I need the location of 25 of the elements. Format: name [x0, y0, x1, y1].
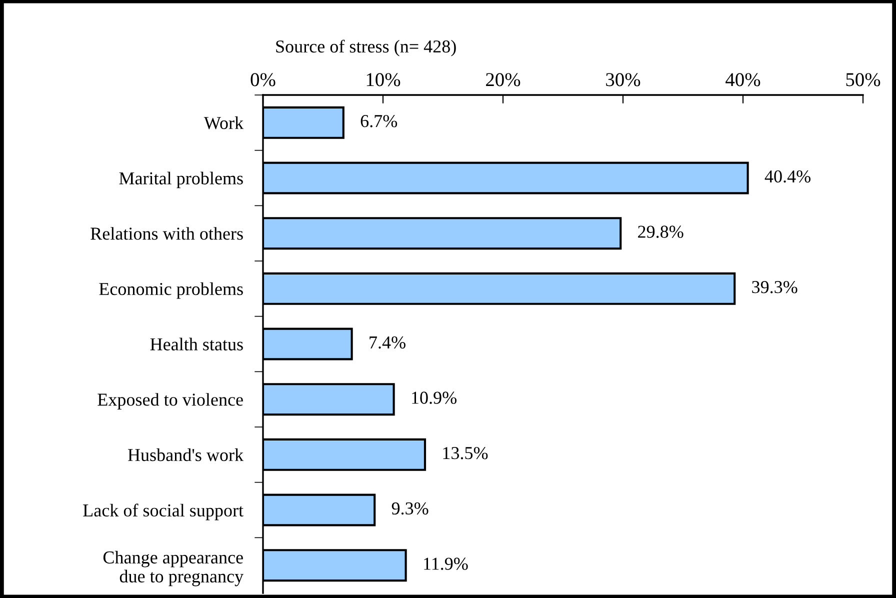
y-tick-label: Change appearance due to pregnancy [103, 550, 244, 586]
data-label: 39.3% [752, 281, 798, 294]
data-label: 9.3% [392, 502, 428, 515]
y-tick-label: Husband's work [128, 448, 244, 462]
data-label: 13.5% [443, 447, 488, 460]
data-label: 29.8% [638, 226, 684, 238]
y-tick-label: Health status [150, 338, 243, 350]
x-tick-label: 40% [726, 73, 760, 86]
y-tick-label: Exposed to violence [98, 393, 243, 410]
data-label: 10.9% [412, 392, 456, 404]
y-tick-label: Economic problems [99, 282, 243, 299]
x-tick-label: 30% [606, 73, 640, 86]
y-tick-label: Marital problems [119, 172, 243, 188]
data-label: 40.4% [764, 170, 810, 183]
x-tick-label: 10% [366, 73, 400, 86]
x-tick-label: 20% [486, 73, 520, 86]
data-label: 7.4% [370, 336, 406, 349]
x-tick-label: 50% [846, 73, 880, 86]
chart-title: Source of stress (n= 428) [276, 40, 456, 56]
y-tick-label: Relations with others [90, 227, 243, 240]
y-tick-label: Work [204, 116, 244, 130]
data-label: 11.9% [424, 558, 468, 570]
data-label: 6.7% [360, 115, 398, 128]
y-tick-label: Lack of social support [83, 504, 244, 520]
x-tick-label: 0% [250, 73, 276, 86]
